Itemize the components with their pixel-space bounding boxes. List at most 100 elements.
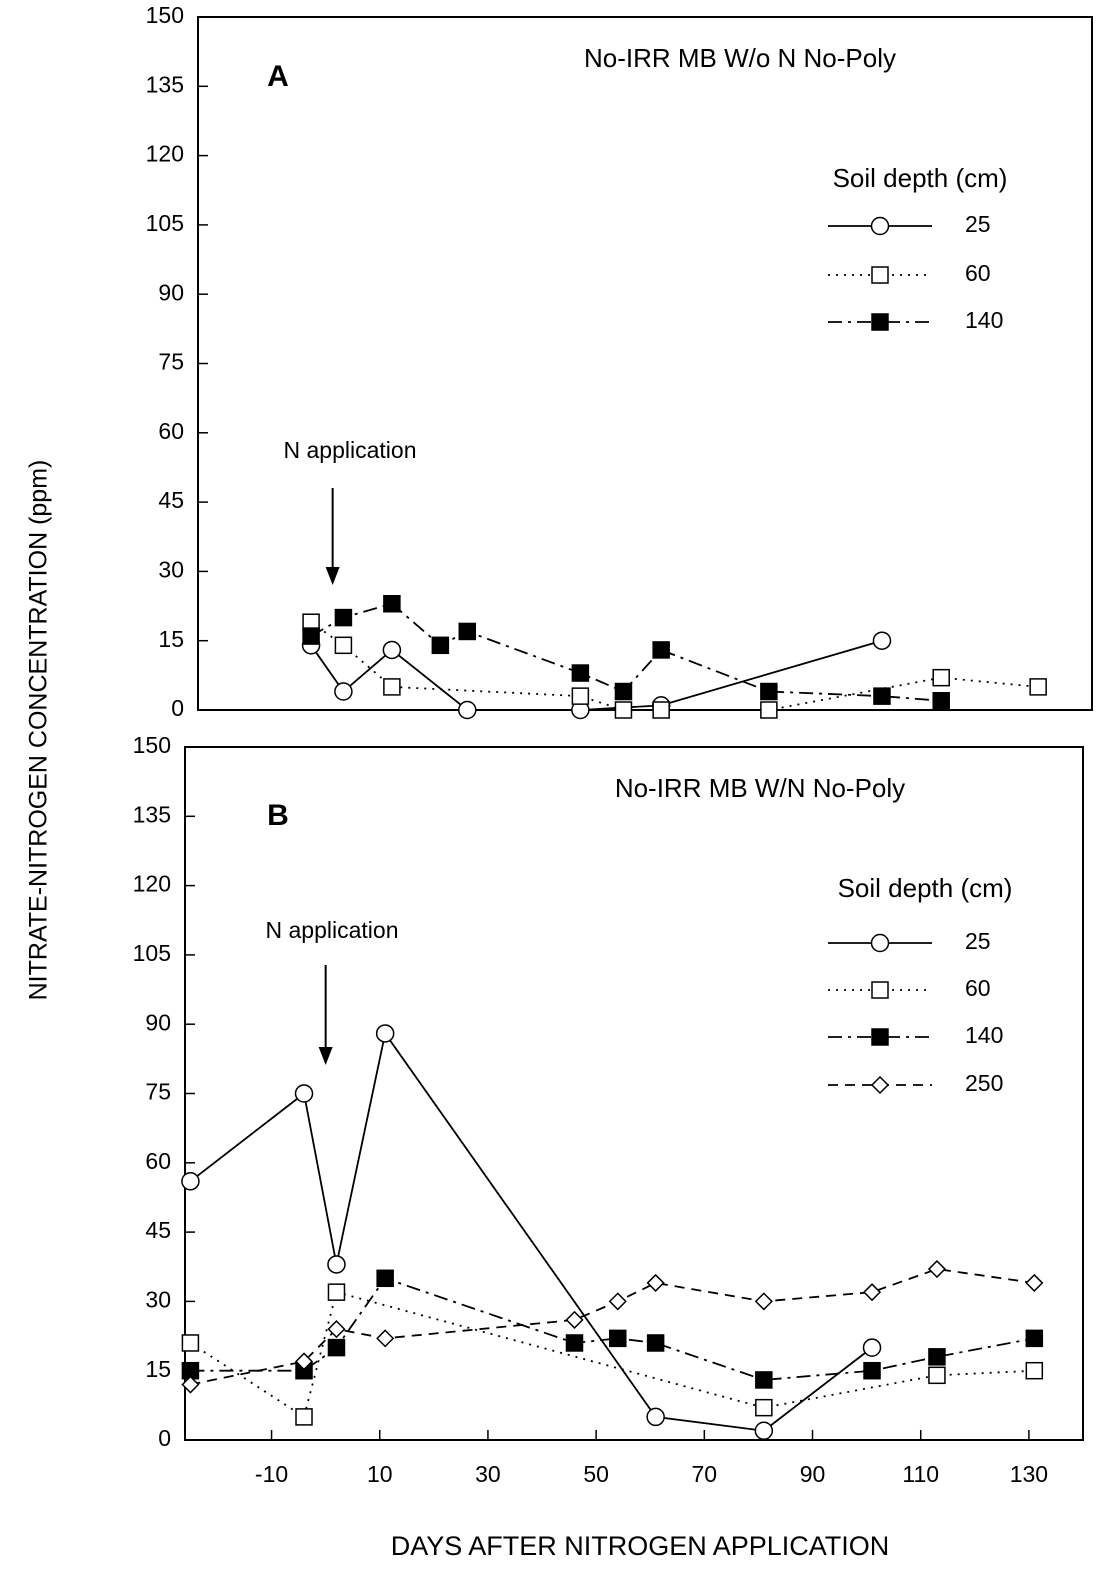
y-tick-label: 15 bbox=[145, 1356, 171, 1382]
y-tick-label: 135 bbox=[146, 71, 184, 97]
marker bbox=[873, 687, 891, 705]
marker bbox=[565, 1310, 584, 1329]
y-tick-label: 150 bbox=[146, 2, 184, 28]
marker bbox=[754, 1421, 774, 1441]
y-tick-label: 0 bbox=[171, 695, 184, 721]
marker bbox=[871, 1028, 889, 1046]
y-tick-label: 105 bbox=[133, 940, 171, 966]
marker bbox=[614, 682, 633, 701]
marker bbox=[932, 692, 950, 710]
marker bbox=[181, 1172, 200, 1191]
legend-label: 25 bbox=[965, 211, 991, 237]
marker bbox=[646, 1334, 665, 1352]
marker bbox=[646, 1273, 665, 1292]
marker bbox=[376, 1329, 395, 1348]
marker bbox=[870, 933, 890, 953]
plot-frame bbox=[197, 16, 1093, 711]
marker bbox=[755, 1371, 773, 1389]
marker bbox=[614, 701, 633, 719]
marker bbox=[1025, 1361, 1044, 1380]
marker bbox=[571, 687, 590, 705]
marker bbox=[458, 700, 477, 720]
marker bbox=[609, 1329, 627, 1348]
legend-label: 60 bbox=[965, 975, 991, 1001]
marker bbox=[760, 701, 778, 719]
marker bbox=[294, 1352, 314, 1371]
arrow-head bbox=[318, 1047, 333, 1065]
marker bbox=[928, 1366, 946, 1385]
marker bbox=[871, 313, 889, 331]
marker bbox=[334, 636, 353, 655]
marker bbox=[327, 1283, 346, 1301]
marker bbox=[327, 1255, 346, 1274]
marker bbox=[1029, 678, 1047, 696]
marker bbox=[754, 1292, 773, 1311]
series-line bbox=[190, 1268, 1035, 1386]
x-tick-label: 90 bbox=[800, 1461, 826, 1487]
x-tick-label: 70 bbox=[692, 1461, 718, 1487]
series-line bbox=[190, 1277, 1035, 1381]
marker bbox=[870, 1075, 890, 1095]
marker bbox=[862, 1283, 882, 1302]
marker bbox=[871, 981, 889, 999]
plot-frame bbox=[184, 746, 1084, 1441]
series-line bbox=[189, 1031, 873, 1432]
marker bbox=[431, 636, 450, 655]
y-tick-label: 75 bbox=[158, 349, 184, 375]
marker bbox=[652, 701, 670, 719]
marker bbox=[181, 1334, 200, 1352]
marker bbox=[302, 627, 320, 645]
y-tick-label: 30 bbox=[145, 1286, 171, 1312]
marker bbox=[755, 1398, 773, 1417]
chart-title: No-IRR MB W/o N No-Poly bbox=[584, 43, 896, 73]
y-tick-label: 90 bbox=[145, 1009, 171, 1035]
marker bbox=[383, 594, 401, 613]
y-tick-label: 60 bbox=[145, 1148, 171, 1174]
marker bbox=[871, 266, 889, 284]
marker bbox=[927, 1259, 947, 1279]
marker bbox=[294, 1084, 314, 1103]
legend-title: Soil depth (cm) bbox=[838, 873, 1013, 903]
marker bbox=[565, 1334, 584, 1352]
marker bbox=[327, 1338, 346, 1357]
marker bbox=[646, 1407, 665, 1427]
marker bbox=[383, 678, 401, 696]
series-line bbox=[189, 1291, 1035, 1419]
y-tick-label: 150 bbox=[133, 732, 171, 758]
y-tick-label: 45 bbox=[158, 487, 184, 513]
marker bbox=[295, 1408, 313, 1426]
legend-label: 25 bbox=[965, 928, 991, 954]
marker bbox=[862, 1338, 882, 1357]
x-tick-label: 130 bbox=[1010, 1461, 1048, 1487]
legend-label: 140 bbox=[965, 307, 1003, 333]
marker bbox=[932, 668, 950, 687]
y-tick-label: 45 bbox=[145, 1217, 171, 1243]
legend-label: 60 bbox=[965, 260, 991, 286]
chart-title: No-IRR MB W/N No-Poly bbox=[615, 773, 905, 803]
marker bbox=[872, 631, 892, 650]
y-tick-label: 90 bbox=[158, 279, 184, 305]
marker bbox=[327, 1320, 346, 1339]
annotation: N application bbox=[266, 917, 399, 943]
y-tick-label: 30 bbox=[158, 556, 184, 582]
y-tick-label: 60 bbox=[158, 418, 184, 444]
y-tick-label: 105 bbox=[146, 210, 184, 236]
legend-title: Soil depth (cm) bbox=[833, 163, 1008, 193]
y-tick-label: 135 bbox=[133, 801, 171, 827]
marker bbox=[928, 1348, 946, 1366]
x-axis-label: DAYS AFTER NITROGEN APPLICATION bbox=[391, 1531, 890, 1561]
panel-label: B bbox=[267, 799, 289, 832]
x-tick-label: 10 bbox=[367, 1461, 393, 1487]
y-tick-label: 120 bbox=[146, 141, 184, 167]
x-tick-label: 110 bbox=[902, 1461, 939, 1487]
marker bbox=[608, 1292, 627, 1311]
y-axis-label: NITRATE-NITROGEN CONCENTRATION (ppm) bbox=[25, 460, 53, 1001]
marker bbox=[334, 682, 353, 701]
marker bbox=[375, 1024, 395, 1043]
marker bbox=[382, 640, 402, 660]
marker bbox=[863, 1361, 881, 1380]
marker bbox=[181, 1375, 200, 1394]
legend-label: 250 bbox=[965, 1070, 1003, 1096]
marker bbox=[571, 664, 590, 682]
